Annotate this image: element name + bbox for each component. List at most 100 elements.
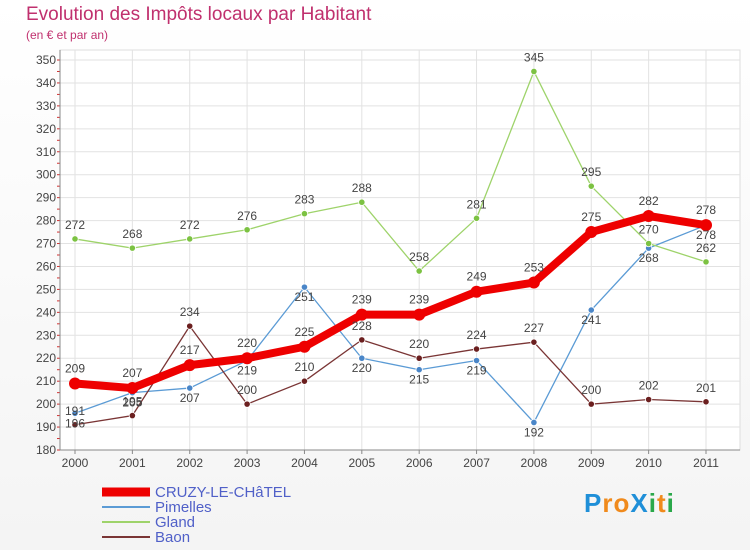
data-point-gland [472,214,481,222]
data-point-pimelles [71,409,79,417]
data-point-baon [186,322,194,330]
data-point-baon [587,400,595,408]
logo-letter: X [630,488,649,518]
data-point-gland [128,244,136,252]
x-tick-label: 2004 [291,456,318,470]
data-point-cruzy-le-ch-tel [470,285,483,298]
data-label-cruzy-le-ch-tel: 239 [352,293,372,307]
data-label-pimelles: 268 [639,251,659,265]
data-label-gland: 268 [122,227,142,241]
data-label-pimelles: 251 [294,290,314,304]
x-tick-label: 2010 [635,456,662,470]
legend-label: Baon [155,529,190,546]
data-point-cruzy-le-ch-tel [642,210,655,222]
data-label-pimelles: 219 [237,364,257,378]
data-point-cruzy-le-ch-tel [585,226,598,239]
y-tick-label: 210 [36,374,56,388]
data-point-cruzy-le-ch-tel [241,352,254,365]
data-label-gland: 345 [524,50,544,64]
legend-label: Gland [155,514,195,531]
data-label-gland: 288 [352,181,372,195]
data-label-cruzy-le-ch-tel: 249 [467,270,487,284]
data-label-gland: 283 [294,193,314,207]
data-label-pimelles: 220 [352,361,372,375]
data-label-gland: 295 [581,165,601,179]
data-label-gland: 281 [467,197,487,211]
data-point-gland [300,210,309,218]
x-tick-label: 2000 [62,456,89,470]
y-tick-label: 330 [36,99,56,113]
data-point-cruzy-le-ch-tel [298,340,311,353]
data-point-baon [358,336,366,344]
data-label-baon: 227 [524,321,544,335]
x-tick-label: 2006 [406,456,433,470]
y-tick-label: 240 [36,305,56,319]
data-point-gland [71,235,79,243]
data-point-gland [243,226,251,234]
data-label-cruzy-le-ch-tel: 275 [581,210,601,224]
plot-area [59,49,741,451]
x-tick-label: 2011 [693,456,719,470]
data-point-gland [587,182,595,190]
data-point-gland [702,258,710,266]
chart-title: Evolution des Impôts locaux par Habitant [26,4,372,25]
data-label-pimelles: 215 [409,373,429,387]
data-label-pimelles: 278 [696,228,716,242]
data-label-baon: 202 [639,379,659,393]
data-point-cruzy-le-ch-tel [413,308,426,321]
logo-letter: i [648,488,657,518]
y-tick-label: 220 [36,351,56,365]
y-tick-label: 340 [36,76,56,90]
y-tick-label: 180 [36,443,56,457]
data-point-pimelles [186,384,194,392]
x-tick-label: 2002 [176,456,203,470]
y-tick-label: 200 [36,397,56,411]
data-point-baon [300,377,309,385]
data-label-baon: 200 [237,383,257,397]
legend-label: CRUZY-LE-CHâTEL [155,484,291,501]
series-line-baon [74,325,707,426]
data-label-gland: 258 [409,250,429,264]
data-point-baon [415,354,423,362]
data-point-baon [71,421,79,429]
y-tick-label: 320 [36,122,56,136]
x-tick-label: 2005 [348,456,375,470]
data-label-gland: 272 [180,218,200,232]
y-tick-label: 300 [36,168,56,182]
data-label-pimelles: 205 [122,396,142,410]
data-label-gland: 262 [696,241,716,255]
data-label-pimelles: 192 [524,425,544,439]
data-label-baon: 200 [581,383,601,397]
data-point-cruzy-le-ch-tel [126,382,139,395]
data-point-cruzy-le-ch-tel [527,276,540,289]
data-label-pimelles: 207 [180,391,200,405]
y-tick-label: 280 [36,214,56,228]
x-tick-label: 2003 [234,456,261,470]
data-label-cruzy-le-ch-tel: 278 [696,203,716,217]
data-label-cruzy-le-ch-tel: 239 [409,293,429,307]
y-tick-label: 290 [36,191,56,205]
x-tick-label: 2009 [578,456,605,470]
data-label-baon: 228 [352,319,372,333]
data-label-baon: 191 [65,404,85,418]
data-label-baon: 220 [409,337,429,351]
data-point-cruzy-le-ch-tel [355,308,368,321]
data-label-cruzy-le-ch-tel: 207 [122,366,142,380]
data-point-pimelles [587,306,595,314]
chart-subtitle: (en € et par an) [26,28,109,42]
data-label-baon: 210 [294,360,314,374]
data-point-pimelles [530,418,538,427]
y-tick-label: 310 [36,145,56,159]
data-point-gland [415,267,423,275]
series-line-gland [74,70,707,272]
data-point-pimelles [415,366,423,374]
data-label-cruzy-le-ch-tel: 282 [639,194,659,208]
y-tick-label: 230 [36,328,56,342]
data-label-cruzy-le-ch-tel: 217 [180,343,200,357]
data-point-baon [645,395,653,404]
legend-label: Pimelles [155,499,212,516]
data-label-cruzy-le-ch-tel: 253 [524,261,544,275]
data-label-gland: 270 [639,223,659,237]
